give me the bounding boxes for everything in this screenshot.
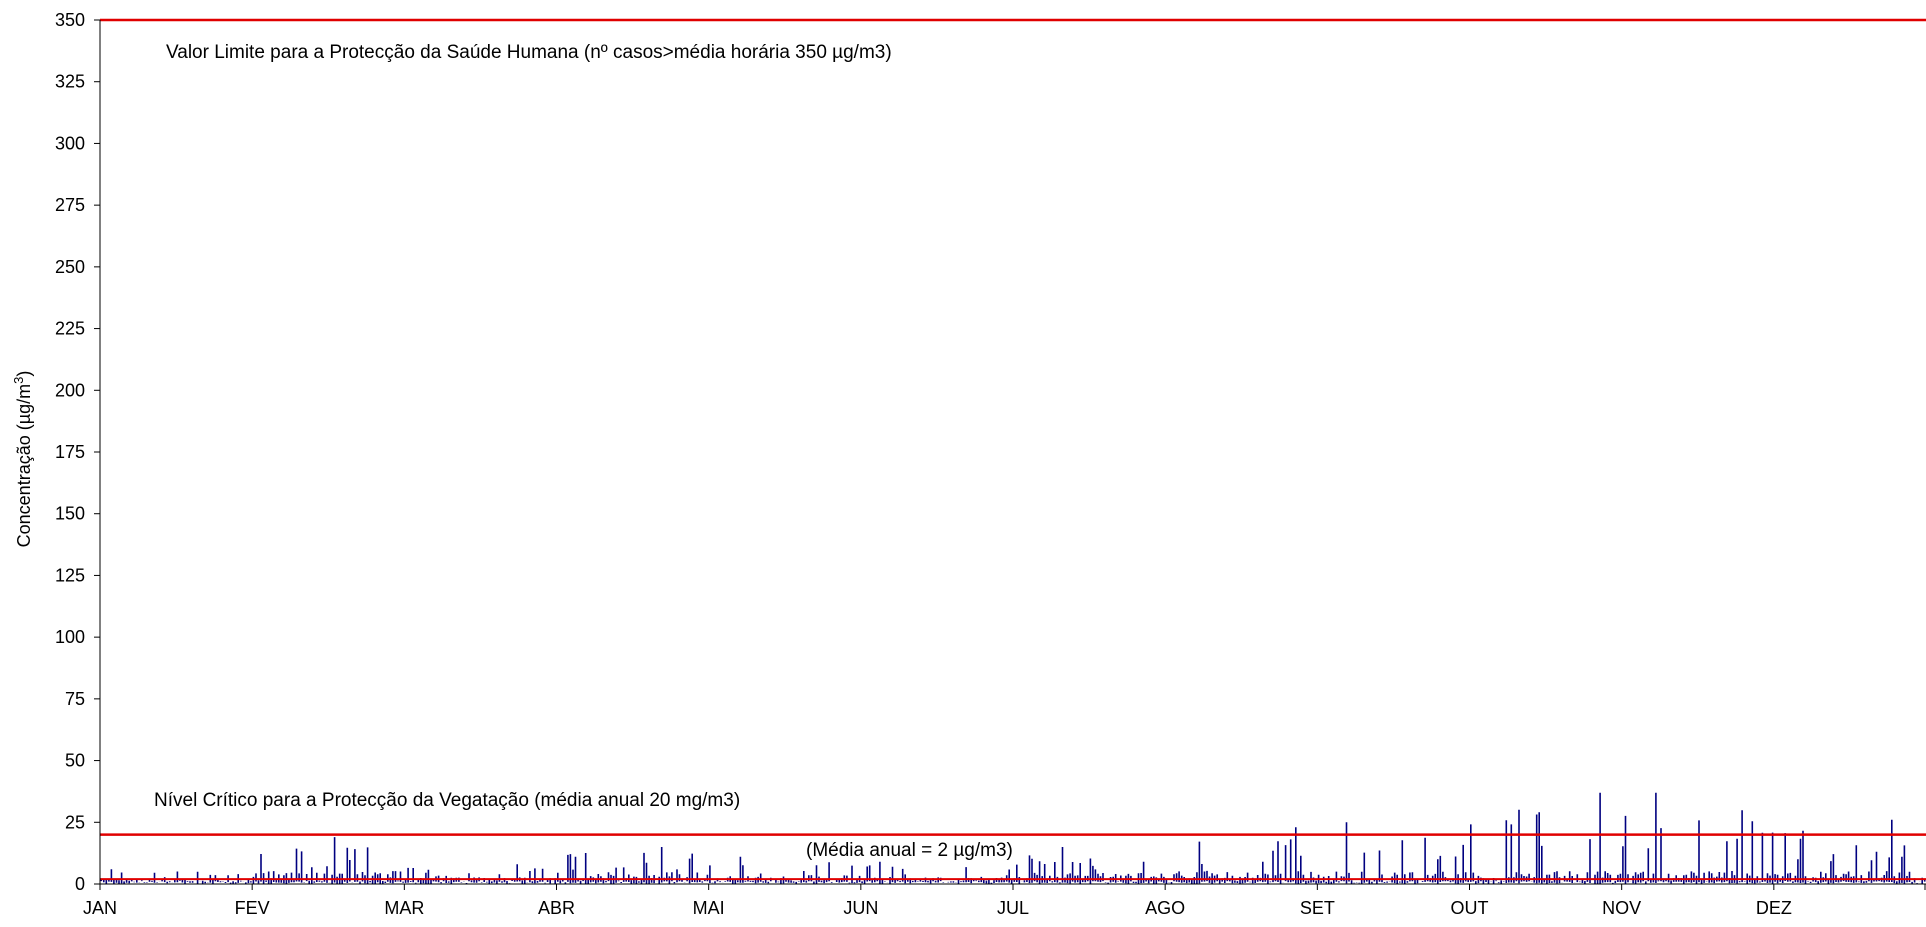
vegetation-critical-label: Nível Crítico para a Protecção da Vegata… — [154, 790, 740, 811]
x-tick-label: AGO — [1145, 898, 1185, 918]
x-tick-label: JUL — [997, 898, 1029, 918]
x-tick-label: DEZ — [1756, 898, 1792, 918]
y-tick-label: 350 — [55, 10, 85, 30]
y-tick-label: 75 — [65, 689, 85, 709]
y-tick-label: 225 — [55, 319, 85, 339]
axes: 0 25 50 75 100 125 150 175 200 225 250 275 300 325 350… — [55, 10, 1926, 918]
y-axis-title: Concentração (µg/m3) — [11, 371, 34, 548]
y-tick-label: 250 — [55, 257, 85, 277]
labels: Concentração (µg/m3) Valor Limite para a… — [11, 42, 1013, 861]
annual-mean-label: (Média anual = 2 µg/m3) — [806, 840, 1013, 861]
x-tick-label: OUT — [1451, 898, 1489, 918]
y-tick-label: 325 — [55, 72, 85, 92]
y-tick-label: 275 — [55, 195, 85, 215]
x-tick-label: JAN — [83, 898, 117, 918]
x-tick-label: SET — [1300, 898, 1335, 918]
y-tick-label: 100 — [55, 627, 85, 647]
y-tick-label: 50 — [65, 751, 85, 771]
x-tick-label: ABR — [538, 898, 575, 918]
y-tick-label: 150 — [55, 504, 85, 524]
x-tick-label: FEV — [235, 898, 270, 918]
x-tick-label: MAR — [384, 898, 424, 918]
reference-lines — [100, 18, 1926, 881]
y-tick-label: 125 — [55, 565, 85, 585]
health-limit-label: Valor Limite para a Protecção da Saúde H… — [166, 42, 892, 63]
y-tick-label: 0 — [75, 874, 85, 894]
y-tick-label: 175 — [55, 442, 85, 462]
y-tick-label: 300 — [55, 133, 85, 153]
x-tick-label: MAI — [693, 898, 725, 918]
x-tick-label: NOV — [1602, 898, 1641, 918]
y-tick-label: 25 — [65, 812, 85, 832]
y-tick-label: 200 — [55, 380, 85, 400]
x-tick-label: JUN — [843, 898, 878, 918]
